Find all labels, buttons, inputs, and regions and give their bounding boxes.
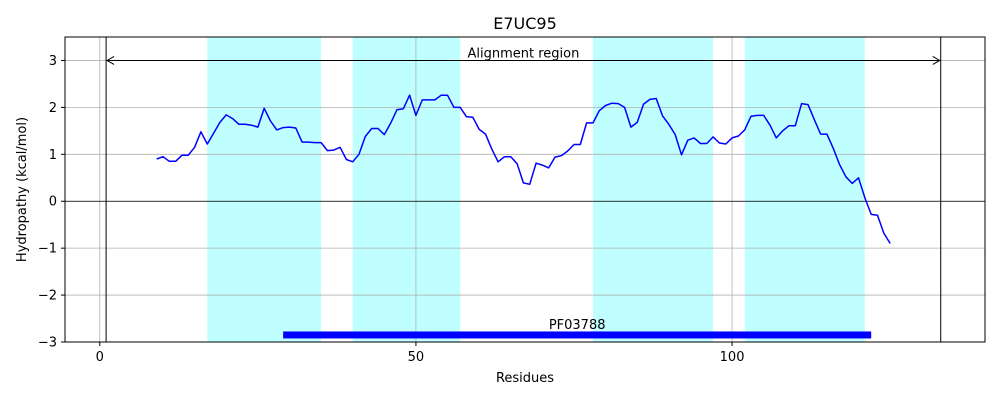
domain-label: PF03788: [549, 318, 606, 333]
reference-lines: [65, 37, 985, 342]
alignment-region-label: Alignment region: [467, 46, 579, 61]
highlight-region-1: [207, 37, 322, 342]
highlight-region-3: [592, 37, 714, 342]
x-tick-label: 0: [96, 350, 104, 365]
highlight-region-4: [744, 37, 865, 342]
y-tick-label: 2: [49, 101, 57, 116]
highlight-regions: [207, 37, 865, 342]
x-tick-label: 50: [408, 350, 425, 365]
y-tick-label: −2: [38, 289, 57, 304]
alignment-arrow-head-left: [106, 56, 115, 65]
y-axis-label: Hydropathy (kcal/mol): [15, 117, 30, 262]
highlight-region-2: [352, 37, 461, 342]
y-tick-label: 0: [49, 195, 57, 210]
y-tick-label: 3: [49, 54, 57, 69]
y-tick-label: 1: [49, 148, 57, 163]
y-tick-label: −3: [38, 336, 57, 351]
axis-ticks: 0 50 100 −3 −2 −1 0 1 2 3: [38, 54, 745, 365]
domain-bar: [283, 331, 872, 339]
chart-title: E7UC95: [493, 14, 557, 33]
y-tick-label: −1: [38, 242, 57, 257]
plot-frame: [64, 36, 986, 343]
x-axis-label: Residues: [496, 371, 554, 386]
annotations: Alignment region PF03788: [106, 46, 941, 339]
hydropathy-line: [156, 94, 891, 244]
series-group: [156, 94, 891, 244]
alignment-arrow-head-right: [932, 56, 941, 65]
x-tick-label: 100: [720, 350, 745, 365]
